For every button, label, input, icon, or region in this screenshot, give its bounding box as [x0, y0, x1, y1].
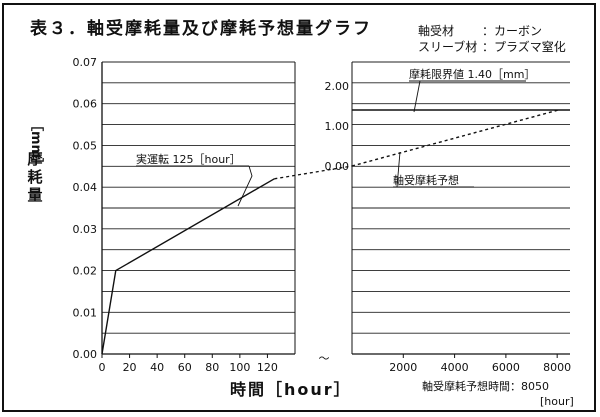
left-x-tick-label: 20	[123, 361, 137, 374]
measured-annotation-label: 実運転 125［hour］	[136, 152, 241, 166]
material-sleeve-key: スリーブ材	[418, 40, 478, 54]
right-x-tick-label: 2000	[389, 361, 417, 374]
wear-limit-label: 摩耗限界値 1.40［mm］	[409, 67, 535, 81]
left-x-tick-label: 40	[150, 361, 164, 374]
left-x-tick-label: 0	[99, 361, 106, 374]
left-x-tick-label: 80	[205, 361, 219, 374]
left-y-tick-label: 0.05	[73, 139, 98, 152]
left-y-tick-label: 0.03	[73, 223, 98, 236]
right-y-tick-label: 1.00	[325, 120, 350, 133]
left-y-tick-label: 0.01	[73, 306, 98, 319]
predicted-lifetime-unit: [hour]	[540, 395, 574, 408]
left-y-tick-label: 0.00	[73, 348, 98, 361]
measured-annotation-leader	[237, 165, 253, 207]
wear-limit-leader	[413, 80, 421, 113]
y-axis-unit: ［mm］	[28, 118, 43, 172]
left-y-tick-label: 0.07	[73, 56, 98, 69]
predicted-annotation-leader	[396, 151, 401, 188]
predicted-annotation-label: 軸受摩耗予想	[393, 173, 459, 187]
chart-title: 表３．軸受摩耗量及び摩耗予想量グラフ	[30, 19, 372, 39]
material-bearing-key: 軸受材	[418, 24, 455, 38]
right-x-tick-label: 4000	[441, 361, 469, 374]
left-y-tick-label: 0.06	[73, 98, 98, 111]
left-x-tick-label: 60	[178, 361, 192, 374]
material-sleeve-value: ：プラズマ窒化	[482, 40, 566, 54]
material-bearing: 軸受材 ：カーボン	[418, 22, 542, 39]
right-y-tick-label: 2.00	[325, 80, 350, 93]
predicted-bridge-line	[274, 165, 353, 180]
right-y-tick-label: 0.00	[325, 160, 350, 173]
predicted-lifetime: 軸受摩耗予想時間：8050	[422, 380, 549, 393]
left-x-tick-label: 120	[257, 361, 278, 374]
material-bearing-value: ：カーボン	[482, 24, 543, 38]
left-x-tick-label: 100	[229, 361, 250, 374]
axis-break-symbol: ～	[319, 352, 330, 365]
figure-frame	[2, 3, 596, 412]
x-axis-label: 時間［hour］	[230, 380, 352, 399]
right-x-tick-label: 6000	[492, 361, 520, 374]
left-y-tick-label: 0.04	[73, 181, 98, 194]
right-x-tick-label: 8000	[543, 361, 571, 374]
y-axis-label: 摩耗量	[27, 150, 43, 204]
predicted-wear-line	[351, 109, 559, 167]
measured-wear-line	[101, 178, 275, 355]
material-sleeve: スリーブ材 ：プラズマ窒化	[418, 38, 566, 55]
left-y-tick-label: 0.02	[73, 265, 98, 278]
